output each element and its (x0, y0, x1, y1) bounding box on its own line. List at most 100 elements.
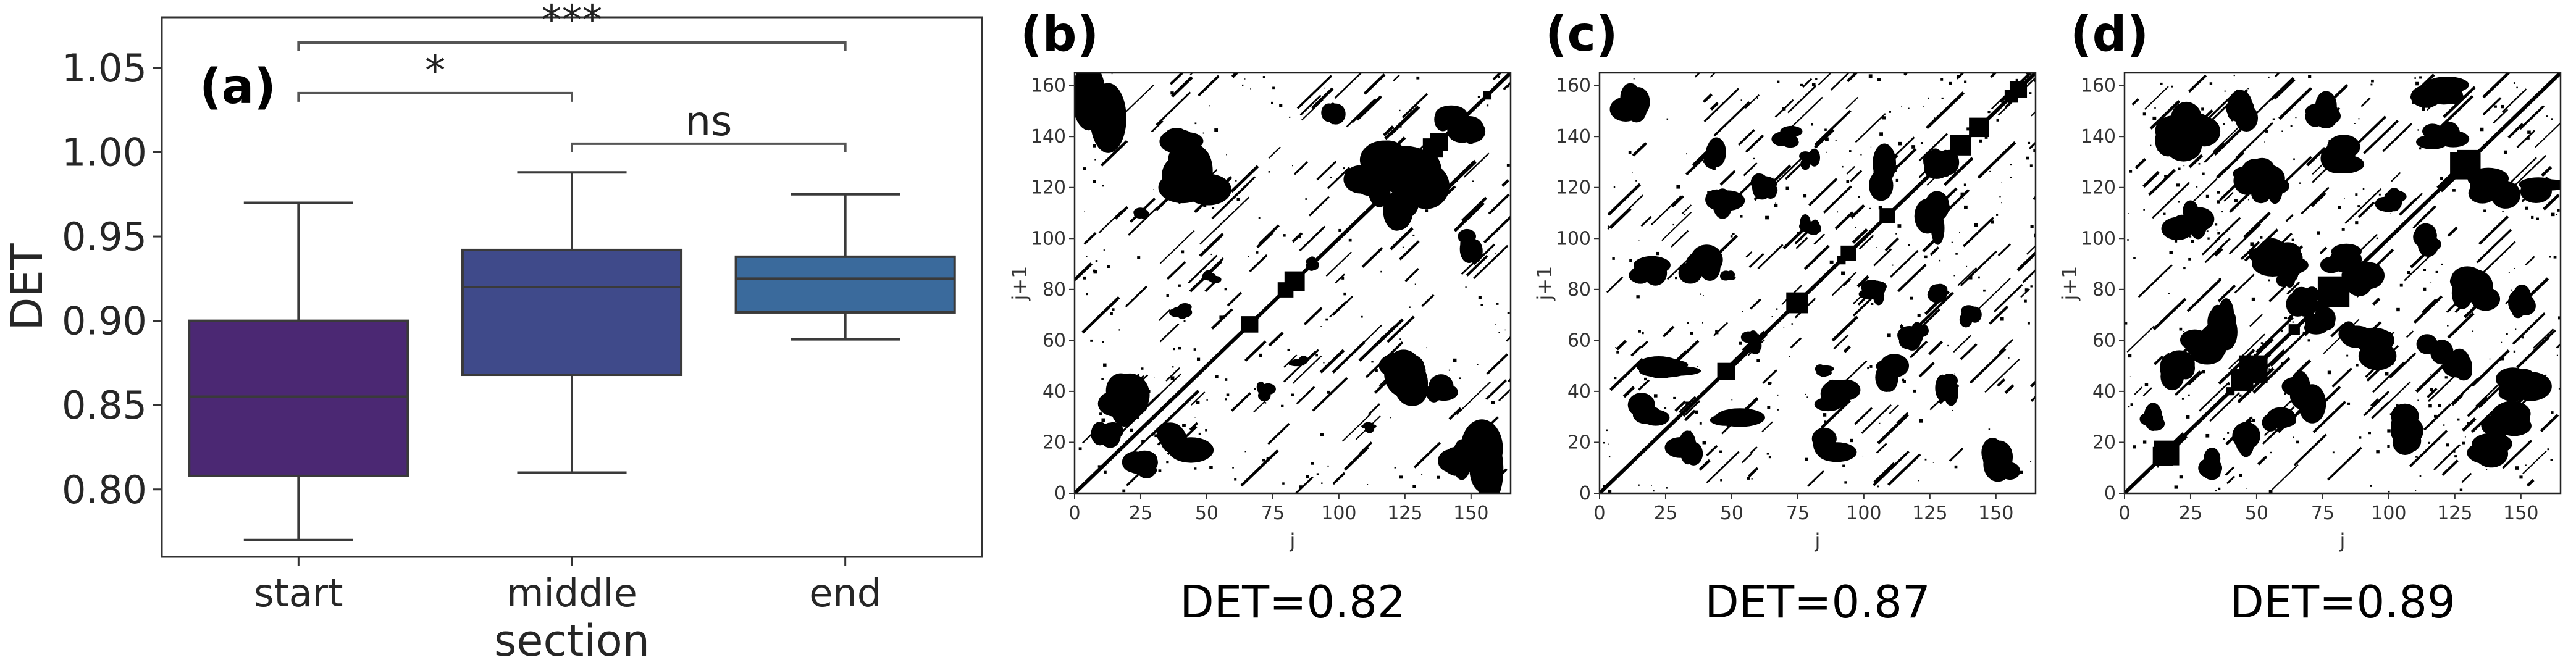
speckle (1506, 164, 1510, 167)
diagonal-segment (1343, 446, 1369, 471)
diagonal-segment (2277, 405, 2307, 433)
speckle (2341, 333, 2344, 336)
diagonal-segment (2004, 384, 2015, 395)
speckle (2387, 429, 2391, 433)
speckle (2557, 316, 2561, 320)
speckle (2268, 279, 2270, 282)
diagonal-segment (2328, 84, 2349, 103)
speckle (2483, 461, 2487, 465)
diagonal-segment (2005, 77, 2036, 107)
diagonal-segment (2454, 296, 2472, 313)
speckle (1507, 85, 1510, 88)
recurrence-blob (1813, 428, 1836, 458)
speckle (2189, 235, 2192, 238)
y-tick-label: 120 (1556, 177, 1591, 199)
speckle (1118, 329, 1120, 331)
diagonal-segment (2142, 387, 2152, 396)
speckle (1615, 347, 1617, 349)
diagonal-segment (1674, 400, 1687, 412)
speckle (1219, 315, 1223, 319)
speckle (2250, 242, 2254, 246)
speckle (1740, 99, 1742, 101)
speckle (2359, 436, 2362, 439)
speckle (2307, 339, 2310, 342)
diagonal-segment (1421, 294, 1435, 307)
speckle (2388, 490, 2390, 493)
speckle (1876, 247, 1877, 248)
diagonal-segment (1456, 381, 1491, 415)
speckle (1666, 487, 1668, 489)
panel-label: (d) (2070, 7, 2149, 62)
speckle (1871, 303, 1874, 305)
speckle (1940, 207, 1942, 210)
diagonal-segment (1610, 208, 1632, 229)
recurrence-blob (2180, 329, 2210, 351)
speckle (2355, 221, 2359, 225)
diagonal-segment (2187, 318, 2216, 346)
recurrence-blob (1719, 272, 1729, 281)
recurrence-blob (1654, 365, 1701, 376)
speckle (2417, 129, 2419, 131)
diagonal-segment (2126, 325, 2155, 353)
diagonal-segment (2205, 330, 2223, 347)
speckle (2206, 230, 2209, 233)
speckle (1141, 367, 1144, 370)
diagonal-segment (1312, 377, 1348, 412)
diagonal-segment (2363, 391, 2390, 417)
speckle (1940, 78, 1944, 81)
speckle (1498, 75, 1500, 78)
diagonal-block (1717, 362, 1735, 380)
diagonal-segment (2213, 119, 2252, 156)
diagonal-segment (2327, 446, 2362, 481)
speckle (1638, 414, 1640, 417)
speckle (1448, 369, 1450, 371)
speckle (2501, 357, 2504, 361)
diagonal-segment (1374, 366, 1403, 394)
speckle (1842, 464, 1845, 467)
speckle (2531, 189, 2533, 191)
speckle (1616, 351, 1619, 354)
diagonal-segment (1367, 403, 1380, 415)
significance-label: * (425, 47, 445, 94)
y-tick-label: 0 (1054, 483, 1066, 504)
diagonal-segment (1969, 348, 2007, 384)
diagonal-segment (2366, 362, 2386, 382)
speckle (2152, 461, 2155, 464)
speckle (2454, 451, 2456, 453)
speckle (2272, 118, 2275, 120)
speckle (2437, 135, 2438, 136)
diagonal-segment (2347, 233, 2378, 264)
box-middle (461, 171, 683, 474)
speckle (2410, 96, 2413, 99)
diagonal-segment (1742, 333, 1760, 351)
speckle (2508, 398, 2511, 401)
recurrence-blob (1102, 424, 1122, 441)
diagonal-segment (1727, 330, 1766, 369)
diagonal-segment (1299, 225, 1326, 252)
recurrence-blob (1184, 146, 1213, 196)
speckle (1712, 167, 1716, 170)
diagonal-segment (2134, 386, 2143, 395)
diagonal-segment (1719, 170, 1736, 186)
speckle (1340, 355, 1341, 356)
speckle (1153, 189, 1154, 190)
speckle (2150, 144, 2152, 146)
recurrence-plot-c: (c) 0 25 50 75 100 125 150 0 20 40 60 80 100 120 140 160… (1533, 7, 2037, 628)
diagonal-segment (2022, 269, 2036, 283)
y-tick-label: 40 (1043, 381, 1066, 403)
panel-a: (a) 0.80 0.85 0.90 0.95 1.00 1.05 start middle e… (0, 0, 1001, 668)
recurrence-blob (2519, 177, 2558, 191)
diagonal-segment (2274, 73, 2281, 78)
speckle (2024, 288, 2029, 292)
diagonal-segment (1301, 99, 1324, 121)
speckle (2216, 229, 2218, 231)
speckle (2503, 413, 2507, 417)
speckle (1330, 177, 1332, 178)
speckle (1777, 394, 1779, 396)
speckle (1480, 304, 1483, 306)
speckle (2536, 217, 2539, 220)
diagonal-segment (2516, 130, 2536, 148)
speckle (2178, 201, 2180, 203)
diagonal-segment (1351, 99, 1377, 123)
speckle (2407, 271, 2410, 275)
